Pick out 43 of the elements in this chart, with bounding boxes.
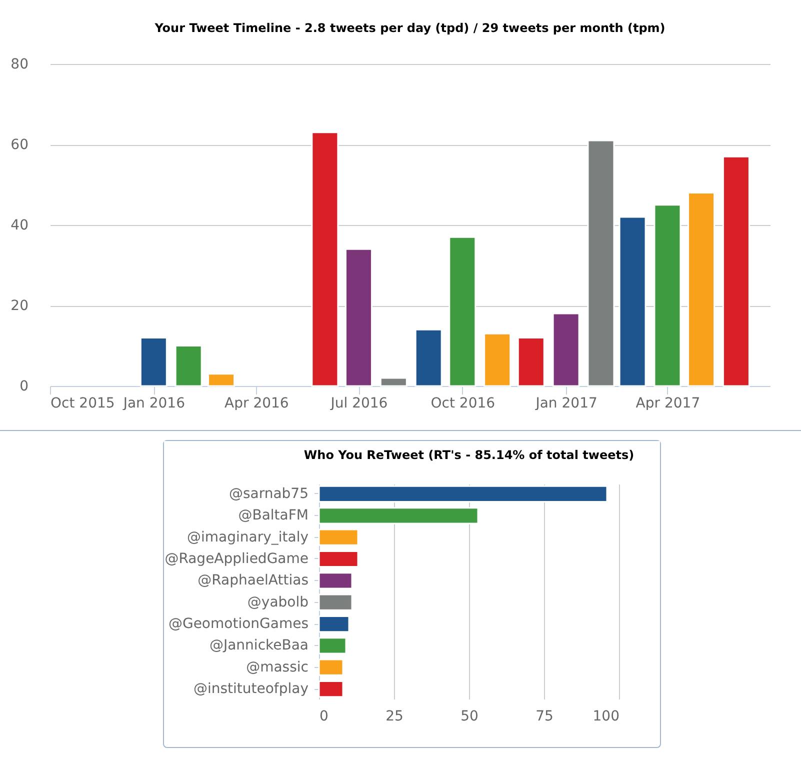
x-tick-label: 100 [592, 708, 620, 724]
y-tick-label: 80 [10, 56, 28, 72]
x-tick-label: 50 [460, 708, 478, 724]
bar [344, 248, 372, 387]
bar [380, 377, 408, 387]
bar [140, 336, 168, 387]
y-tick-label: @BaltaFM [238, 508, 308, 524]
x-tick-label: Jul 2016 [330, 396, 388, 412]
bar [414, 328, 442, 387]
bar [448, 236, 476, 387]
y-tick-label: @instituteofplay [193, 681, 308, 698]
bar [484, 332, 512, 387]
x-tick-label: Jan 2017 [534, 396, 598, 412]
y-tick-label: 20 [10, 298, 28, 314]
bar [208, 373, 236, 387]
bar [654, 204, 682, 387]
bar [517, 336, 545, 387]
y-tick-label: @massic [246, 659, 308, 676]
bar [688, 192, 716, 387]
x-tick-label: Oct 2016 [430, 396, 496, 412]
x-tick-label: Jan 2016 [122, 396, 186, 412]
x-tick-label: 0 [320, 708, 328, 724]
y-tick-label: 60 [10, 137, 28, 153]
bar [552, 312, 580, 387]
x-tick-label: 25 [386, 708, 404, 724]
y-tick-label: @JannickeBaa [209, 638, 308, 654]
y-tick-label: @GeomotionGames [168, 616, 308, 632]
y-tick-label: @RageAppliedGame [164, 550, 308, 567]
chart-title: Your Tweet Timeline - 2.8 tweets per day (tpd) / 29 tweets per month (tpm) [154, 21, 666, 35]
bar [618, 216, 646, 387]
bar [722, 156, 750, 387]
y-tick-label: @sarnab75 [228, 486, 308, 502]
y-tick-label: @yabolb [247, 594, 309, 610]
chart-title: Who You ReTweet (RT's - 85.14% of total tweets) [304, 448, 634, 462]
x-tick-label: 75 [536, 708, 554, 724]
bar [174, 345, 202, 387]
bar [587, 140, 615, 387]
y-tick-label: @imaginary_italy [186, 529, 308, 546]
y-tick-label: 0 [20, 378, 28, 394]
y-tick-label: @RaphaelAttias [198, 572, 308, 589]
x-tick-label: Oct 2015 [50, 396, 115, 412]
bar [311, 132, 339, 387]
y-tick-label: 40 [10, 218, 28, 234]
